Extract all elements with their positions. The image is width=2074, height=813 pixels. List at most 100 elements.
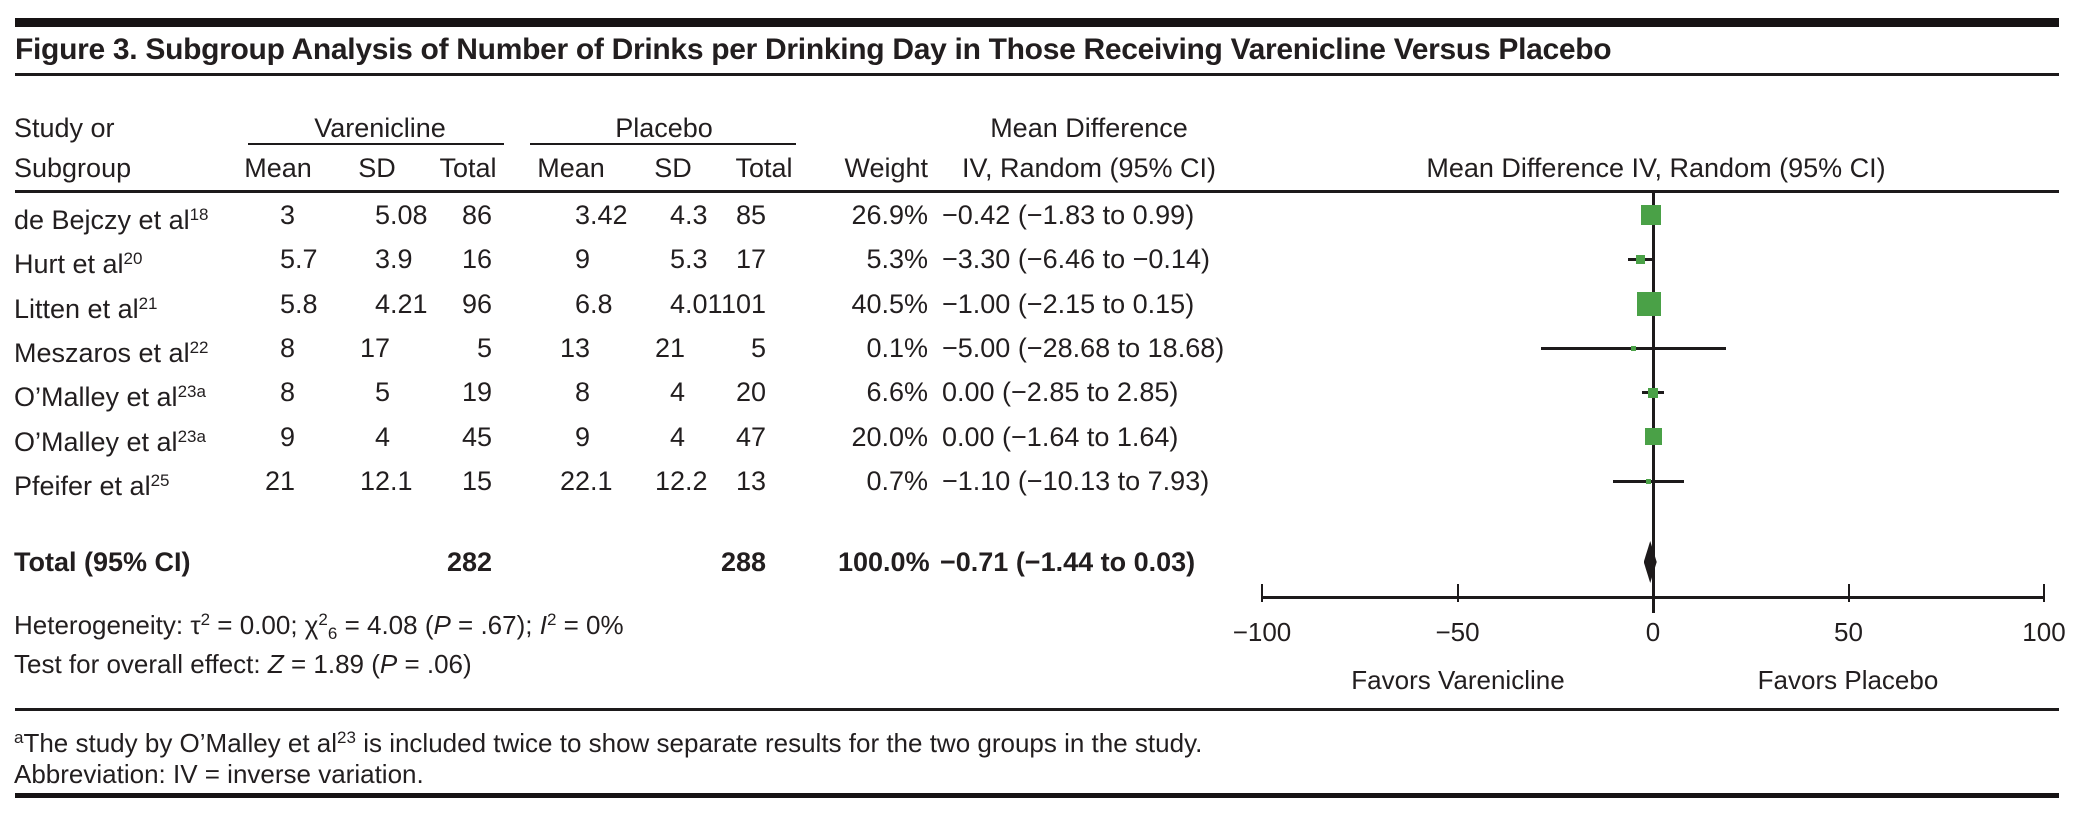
p-sd-cell: 12.2 [654,466,708,496]
p-total-cell: 20 [735,377,766,407]
footnote-rule [15,708,2059,711]
v-total-cell: 45 [461,422,492,452]
effect-marker [1635,255,1645,265]
header-rule [15,190,2059,193]
axis-tick-label: −50 [1435,617,1480,647]
header-study-line1: Study or [14,113,115,143]
v-sd-cell: 12.1 [359,466,413,496]
axis-tick-label: −100 [1232,617,1292,647]
v-mean-cell: 5.7 [279,244,318,274]
p-total-cell: 101 [720,289,766,319]
total-diamond [1643,541,1657,583]
study-name: Litten et al21 [14,294,158,324]
mean-difference-total: −0.71 (−1.44 to 0.03) [940,547,1196,577]
v-sd-cell: 17 [359,333,390,363]
p-mean-cell: 13 [559,333,590,363]
table-row: O’Malley et al23a 8 5 19 8 4 20 6.6% 0.0… [0,374,2074,412]
v-mean-cell: 21 [264,466,295,496]
header-v-mean: Mean [244,153,312,183]
axis-tick [1847,584,1850,602]
header-study-line2: Subgroup [14,153,132,183]
favors-left-label: Favors Varenicline [1351,665,1565,695]
header-p-sd: SD [654,153,692,183]
v-sd-cell: 5.08 [374,200,428,230]
header-plot-title: Mean Difference IV, Random (95% CI) [1426,153,1886,183]
total-label: Total (95% CI) [14,547,191,577]
p-total-cell: 47 [735,422,766,452]
v-mean-cell: 8 [279,377,295,407]
v-total-cell: 96 [461,289,492,319]
study-name: O’Malley et al23a [14,427,206,457]
weight-cell: 40.5% [851,289,928,319]
v-total-cell: 19 [461,377,492,407]
top-bar [15,18,2059,27]
v-mean-cell: 9 [279,422,295,452]
table-row: Pfeifer et al25 21 12.1 15 22.1 12.2 13 … [0,463,2074,501]
mean-difference-cell: 0.00 (−1.64 to 1.64) [942,422,1179,452]
v-total-sum: 282 [446,547,492,577]
v-total-cell: 5 [476,333,492,363]
overall-effect-line: Test for overall effect: Z = 1.89 (P = .… [14,649,472,679]
p-total-cell: 5 [750,333,766,363]
axis-tick [2043,584,2045,602]
p-total-cell: 13 [735,466,766,496]
effect-marker [1630,345,1636,351]
table-row: Litten et al21 5.8 4.21 96 6.8 4.01 101 … [0,286,2074,324]
axis-tick-label: 100 [2022,617,2066,647]
p-mean-cell: 8 [574,377,590,407]
mean-difference-cell: −3.30 (−6.46 to −0.14) [942,244,1210,274]
footnote-2: Abbreviation: IV = inverse variation. [14,759,424,789]
mean-difference-cell: 0.00 (−2.85 to 2.85) [942,377,1179,407]
weight-cell: 26.9% [851,200,928,230]
p-mean-cell: 9 [574,422,590,452]
mean-difference-cell: −0.42 (−1.83 to 0.99) [942,200,1195,230]
effect-marker [1637,291,1662,316]
p-mean-cell: 22.1 [559,466,613,496]
bottom-bar [15,793,2059,798]
table-row: O’Malley et al23a 9 4 45 9 4 47 20.0% 0.… [0,419,2074,457]
varenicline-underline [248,143,504,145]
table-row: Meszaros et al22 8 17 5 13 21 5 0.1% −5.… [0,330,2074,368]
heterogeneity-line: Heterogeneity: τ2 = 0.00; χ26 = 4.08 (P … [14,610,624,643]
header-v-sd: SD [358,153,396,183]
p-sd-cell: 4 [669,422,685,452]
v-sd-cell: 3.9 [374,244,413,274]
title-rule [15,73,2059,76]
v-sd-cell: 4 [374,422,390,452]
footnote-1: aThe study by O’Malley et al23 is includ… [14,728,1203,758]
placebo-underline [530,143,796,145]
axis-tick [1261,584,1263,602]
p-mean-cell: 9 [574,244,590,274]
reference-superscript: 23a [177,427,206,446]
study-name: de Bejczy et al18 [14,205,209,235]
mean-difference-cell: −5.00 (−28.68 to 18.68) [942,333,1225,363]
header-weight: Weight [844,153,928,183]
reference-superscript: 23 [337,728,356,747]
mean-difference-cell: −1.10 (−10.13 to 7.93) [942,466,1210,496]
effect-marker [1648,387,1658,398]
header-v-total: Total [439,153,497,183]
header-group-placebo: Placebo [615,113,713,143]
reference-superscript: 21 [138,294,158,313]
header-md-line2: IV, Random (95% CI) [961,153,1217,183]
v-sd-cell: 5 [374,377,390,407]
weight-cell: 0.1% [866,333,928,363]
reference-superscript: 20 [123,249,143,268]
v-mean-cell: 5.8 [279,289,318,319]
effect-marker [1644,428,1662,446]
axis-tick-label: 0 [1645,617,1661,647]
weight-total: 100.0% [838,547,930,577]
v-mean-cell: 8 [279,333,295,363]
axis-tick-label: 50 [1834,617,1863,647]
header-p-total: Total [735,153,793,183]
p-total-cell: 85 [735,200,766,230]
p-sd-cell: 4.3 [669,200,708,230]
study-name: Hurt et al20 [14,249,143,279]
favors-right-label: Favors Placebo [1757,665,1939,695]
axis-tick [1456,584,1459,602]
v-total-cell: 15 [461,466,492,496]
p-mean-cell: 6.8 [574,289,613,319]
footnote-marker: a [14,728,24,747]
